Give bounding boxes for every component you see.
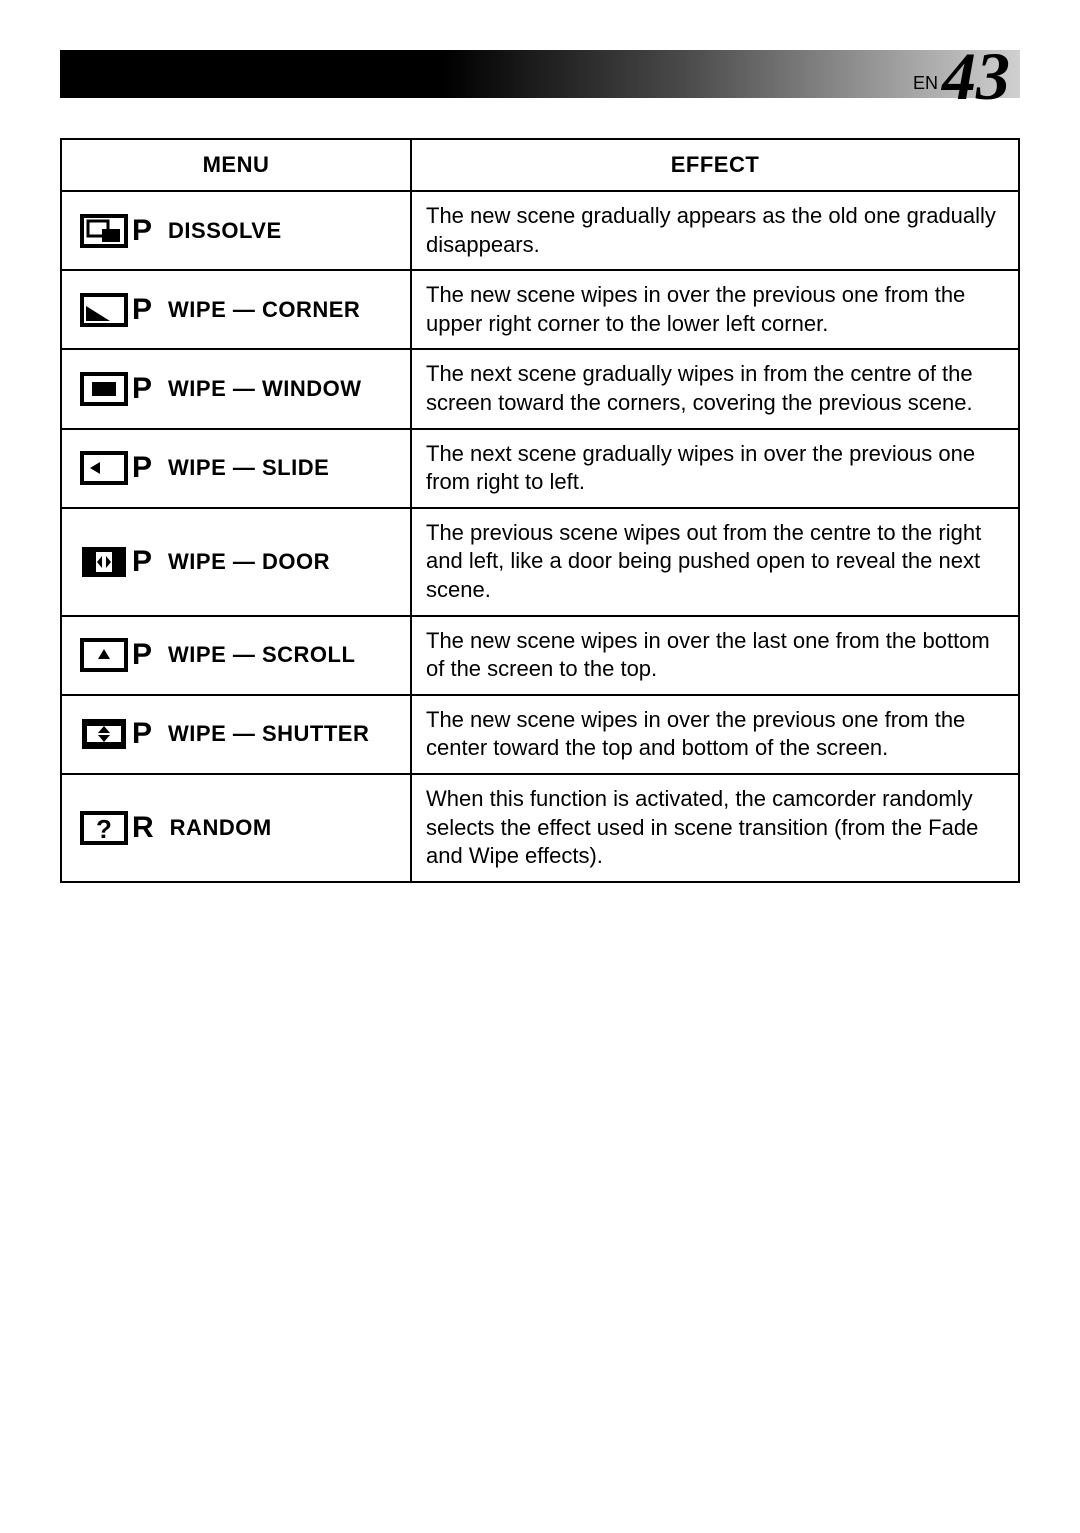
wipe-scroll-icon xyxy=(80,637,128,673)
menu-label: WIPE — SCROLL xyxy=(168,642,355,668)
table-row: ? R RANDOM When this function is activat… xyxy=(61,774,1019,882)
wipe-shutter-icon xyxy=(80,716,128,752)
menu-cell: P WIPE — SCROLL xyxy=(61,616,411,695)
page-number: 43 xyxy=(942,52,1010,100)
menu-label: WIPE — SLIDE xyxy=(168,455,329,481)
effects-table: MENU EFFECT P DI xyxy=(60,138,1020,883)
menu-cell: P DISSOLVE xyxy=(61,191,411,270)
effect-text: The next scene gradually wipes in over t… xyxy=(426,441,975,495)
dissolve-icon xyxy=(80,213,128,249)
menu-label: DISSOLVE xyxy=(168,218,282,244)
table-row: P WIPE — SCROLL The new scene wipes in o… xyxy=(61,616,1019,695)
effect-text: The next scene gradually wipes in from t… xyxy=(426,361,973,415)
menu-label: WIPE — DOOR xyxy=(168,549,330,575)
menu-label: WIPE — CORNER xyxy=(168,297,360,323)
effect-text: The new scene gradually appears as the o… xyxy=(426,203,996,257)
effect-cell: The new scene wipes in over the last one… xyxy=(411,616,1019,695)
table-row: P WIPE — CORNER The new scene wipes in o… xyxy=(61,270,1019,349)
wipe-slide-icon xyxy=(80,450,128,486)
menu-label: WIPE — SHUTTER xyxy=(168,721,369,747)
effect-cell: The next scene gradually wipes in over t… xyxy=(411,429,1019,508)
effect-text: When this function is activated, the cam… xyxy=(426,786,978,868)
suffix-letter: P xyxy=(132,717,152,751)
menu-label: RANDOM xyxy=(170,815,272,841)
effect-cell: The new scene wipes in over the previous… xyxy=(411,270,1019,349)
random-icon: ? xyxy=(80,810,128,846)
table-body: P DISSOLVE The new scene gradually appea… xyxy=(61,191,1019,882)
effect-cell: The previous scene wipes out from the ce… xyxy=(411,508,1019,616)
menu-cell: P WIPE — SLIDE xyxy=(61,429,411,508)
table-row: P WIPE — WINDOW The next scene gradually… xyxy=(61,349,1019,428)
wipe-window-icon xyxy=(80,371,128,407)
menu-cell: P WIPE — DOOR xyxy=(61,508,411,616)
language-code: EN xyxy=(913,73,938,94)
menu-cell: P WIPE — WINDOW xyxy=(61,349,411,428)
menu-cell: ? R RANDOM xyxy=(61,774,411,882)
suffix-letter: R xyxy=(132,811,154,845)
suffix-letter: P xyxy=(132,451,152,485)
wipe-corner-icon xyxy=(80,292,128,328)
effect-cell: The next scene gradually wipes in from t… xyxy=(411,349,1019,428)
wipe-door-icon xyxy=(80,544,128,580)
effect-text: The new scene wipes in over the previous… xyxy=(426,707,965,761)
effect-text: The previous scene wipes out from the ce… xyxy=(426,520,981,602)
effect-text: The new scene wipes in over the previous… xyxy=(426,282,965,336)
col-header-menu: MENU xyxy=(61,139,411,191)
header-bar: EN 43 xyxy=(60,50,1020,98)
table-header-row: MENU EFFECT xyxy=(61,139,1019,191)
suffix-letter: P xyxy=(132,638,152,672)
effect-cell: The new scene gradually appears as the o… xyxy=(411,191,1019,270)
table-row: P WIPE — SLIDE The next scene gradually … xyxy=(61,429,1019,508)
suffix-letter: P xyxy=(132,545,152,579)
menu-cell: P WIPE — SHUTTER xyxy=(61,695,411,774)
menu-label: WIPE — WINDOW xyxy=(168,376,361,402)
suffix-letter: P xyxy=(132,214,152,248)
table-row: P DISSOLVE The new scene gradually appea… xyxy=(61,191,1019,270)
suffix-letter: P xyxy=(132,293,152,327)
table-row: P WIPE — SHUTTER The new scene wipes in … xyxy=(61,695,1019,774)
page: EN 43 MENU EFFECT xyxy=(0,0,1080,933)
col-header-effect: EFFECT xyxy=(411,139,1019,191)
effect-text: The new scene wipes in over the last one… xyxy=(426,628,990,682)
table-row: P WIPE — DOOR The previous scene wipes o… xyxy=(61,508,1019,616)
menu-cell: P WIPE — CORNER xyxy=(61,270,411,349)
svg-text:?: ? xyxy=(96,814,112,844)
suffix-letter: P xyxy=(132,372,152,406)
effect-cell: When this function is activated, the cam… xyxy=(411,774,1019,882)
effect-cell: The new scene wipes in over the previous… xyxy=(411,695,1019,774)
